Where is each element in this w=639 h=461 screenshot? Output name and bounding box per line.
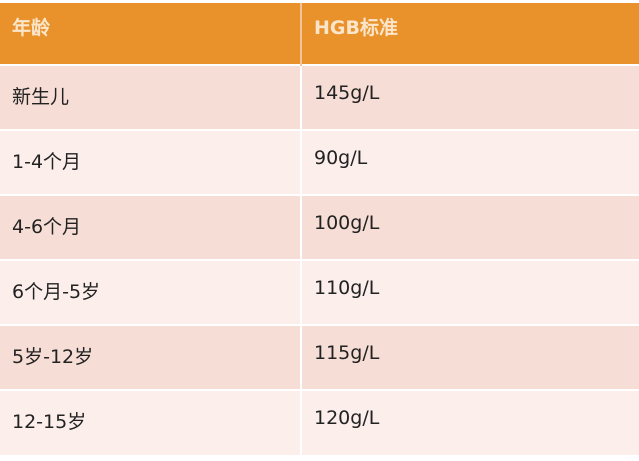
hgb-cell: 145g/L bbox=[301, 64, 639, 130]
hgb-cell: 120g/L bbox=[301, 389, 639, 455]
table-row: 1-4个月 90g/L bbox=[0, 129, 639, 195]
hgb-cell: 110g/L bbox=[301, 259, 639, 325]
hgb-cell: 90g/L bbox=[301, 129, 639, 195]
age-cell: 5岁-12岁 bbox=[0, 324, 302, 390]
age-cell: 新生儿 bbox=[0, 64, 302, 130]
hgb-cell: 100g/L bbox=[301, 194, 639, 260]
table-row: 4-6个月 100g/L bbox=[0, 194, 639, 260]
table-row: 12-15岁 120g/L bbox=[0, 389, 639, 455]
table-row: 6个月-5岁 110g/L bbox=[0, 259, 639, 325]
age-cell: 12-15岁 bbox=[0, 389, 302, 455]
header-hgb: HGB标准 bbox=[301, 3, 639, 65]
hgb-standard-table: 年龄 HGB标准 新生儿 145g/L 1-4个月 90g/L 4-6个月 10… bbox=[0, 3, 639, 455]
header-row: 年龄 HGB标准 bbox=[0, 3, 639, 65]
age-cell: 1-4个月 bbox=[0, 129, 302, 195]
header-age: 年龄 bbox=[0, 3, 302, 65]
age-cell: 4-6个月 bbox=[0, 194, 302, 260]
hgb-cell: 115g/L bbox=[301, 324, 639, 390]
age-cell: 6个月-5岁 bbox=[0, 259, 302, 325]
table-row: 新生儿 145g/L bbox=[0, 64, 639, 130]
table-row: 5岁-12岁 115g/L bbox=[0, 324, 639, 390]
